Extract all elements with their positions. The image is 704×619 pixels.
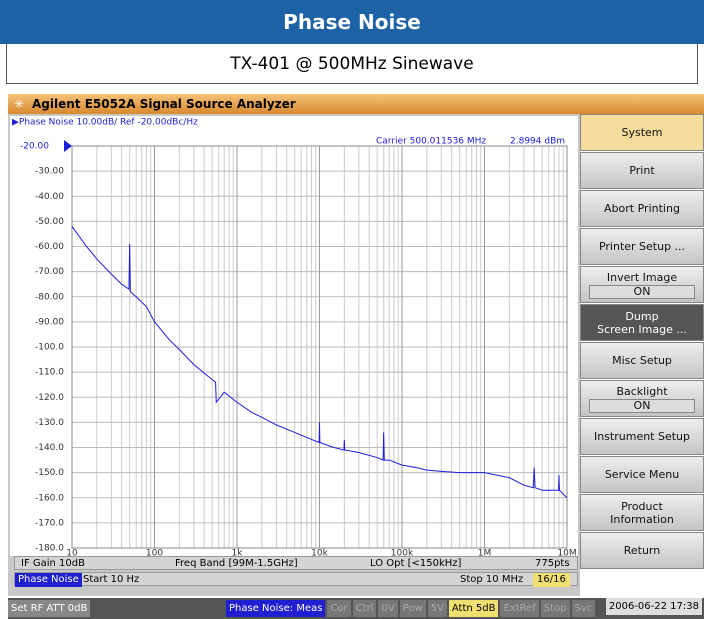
softkey[interactable]: Printer Setup ... [580,228,704,265]
y-tick-label: -180.0 [35,544,64,554]
x-tick-label: 10 [66,549,78,557]
carrier-annotation: Carrier 500.011536 MHz [376,137,486,147]
x-tick-label: 1k [232,549,244,557]
channel: Phase Noise [15,573,82,587]
softkey-label2: Information [610,512,674,526]
plot-background [10,116,578,556]
count: 16/16 [533,573,570,587]
trace [71,226,568,499]
softkey-label: Service Menu [604,468,680,481]
y-tick-label: -160.0 [35,493,64,503]
y-tick-label: -120.0 [35,393,64,403]
y-tick-label: -60.00 [35,242,64,252]
plot-frame [71,145,568,549]
window-title-text: Agilent E5052A Signal Source Analyzer [32,97,296,111]
y-tick-label: -40.00 [35,192,64,202]
header-title: Phase Noise [0,0,704,44]
softkey[interactable]: Service Menu [580,456,704,493]
softkey-state: ON [589,284,695,299]
softkey-label: Printer Setup ... [598,240,686,253]
x-tick-label: 100k [391,549,414,557]
y-tick-label: -80.00 [35,292,64,302]
y-tick-label: -170.0 [35,518,64,528]
status-item: Attn 5dB [448,600,499,617]
softkey-label: Abort Printing [604,202,680,215]
chart: ▶Phase Noise 10.00dB/ Ref -20.00dBc/Hz C… [10,116,578,557]
softkey-label: Instrument Setup [593,430,691,443]
power-annotation: 2.8994 dBm [510,137,565,147]
y-tick-label: -50.00 [35,217,64,227]
softkey[interactable]: Return [580,532,704,569]
info-item: 775pts [535,558,570,569]
status-item: Ctrl [352,600,377,617]
softkey[interactable]: Misc Setup [580,342,704,379]
status-items: Phase Noise: Meas Cor Ctrl 0V Pow 5V Attn 5dB E… [226,598,597,619]
window-title: ✳ Agilent E5052A Signal Source Analyzer [8,94,704,114]
softkey[interactable]: Dump Screen Image ... [580,304,704,341]
softkey-label2: Screen Image ... [597,322,687,336]
softkey-label: Dump [625,309,659,323]
softkey-label: Product [621,499,663,513]
y-tick-label: -30.00 [35,167,64,177]
softkey[interactable]: Print [580,152,704,189]
softkey-label: Misc Setup [612,354,672,367]
sweep-bar: Phase Noise Start 10 Hz Stop 10 MHz 16/1… [14,572,578,587]
status-item: Stop [540,600,570,617]
softkey-label: System [621,126,663,139]
status-item: Pow [399,600,426,617]
info-item: IF Gain 10dB [21,558,85,569]
softkey-label: Print [629,164,655,177]
status-time: 2006-06-22 17:38 [605,598,702,615]
status-item: Svc [571,600,596,617]
trace-title: ▶Phase Noise 10.00dB/ Ref -20.00dBc/Hz [12,118,198,128]
y-tick-label: -130.0 [35,418,64,428]
y-tick-label: -70.00 [35,267,64,277]
softkey[interactable]: Backlight ON [580,380,704,417]
info-item: LO Opt [<150kHz] [370,558,462,569]
softkey-label: Backlight [616,384,668,398]
status-left: Set RF ATT 0dB [8,600,91,617]
x-tick-label: 1M [478,549,492,557]
softkey[interactable]: Instrument Setup [580,418,704,455]
header-subtitle: TX-401 @ 500MHz Sinewave [6,44,698,84]
y-tick-label: -110.0 [35,368,64,378]
ref-label: -20.00 [20,142,49,152]
softkey-label: Return [623,544,661,557]
softkey[interactable]: System [580,114,704,151]
status-bar: Set RF ATT 0dB Phase Noise: Meas Cor Ctrl 0V… [8,598,704,619]
info-bar: IF Gain 10dB Freq Band [99M-1.5GHz] LO O… [14,556,578,570]
y-tick-label: -100.0 [35,343,64,353]
softkey[interactable]: Product Information [580,494,704,531]
softkey[interactable]: Invert Image ON [580,266,704,303]
x-tick-label: 10k [311,549,328,557]
softkey-state: ON [589,398,695,413]
status-item: 5V [427,600,447,617]
x-tick-label: 10M [557,549,576,557]
x-tick-label: 100 [146,549,163,557]
start: Start 10 Hz [83,574,140,585]
status-item: Phase Noise: Meas [226,600,326,617]
info-item: Freq Band [99M-1.5GHz] [175,558,298,569]
softkey[interactable]: Abort Printing [580,190,704,227]
softkey-label: Invert Image [606,270,678,284]
status-item: 0V [378,600,398,617]
status-item: Cor [327,600,351,617]
ref-marker [64,140,72,152]
y-tick-label: -90.00 [35,317,64,327]
y-tick-label: -140.0 [35,443,64,453]
status-item: ExtRef [500,600,539,617]
stop: Stop 10 MHz [460,574,524,585]
y-tick-label: -150.0 [35,468,64,478]
